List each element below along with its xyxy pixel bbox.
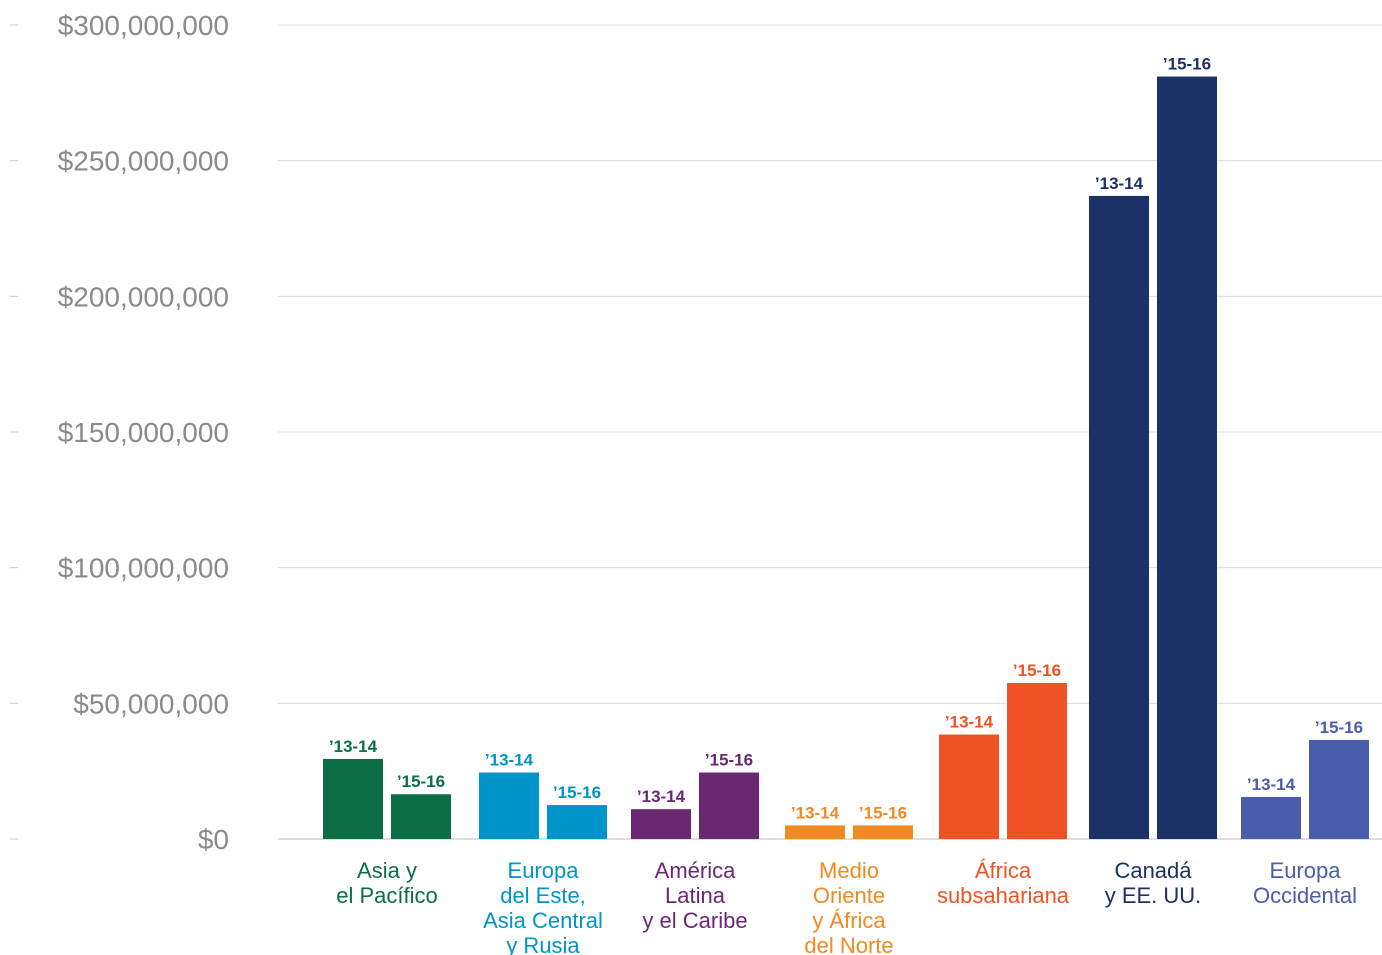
y-tick-label: $200,000,000 <box>58 281 229 312</box>
category-label: Asia y el Pacífico <box>336 858 438 908</box>
bar <box>939 734 999 839</box>
bar-series-label: ’13-14 <box>791 803 840 822</box>
category-label: Europa del Este, Asia Central y Rusia <box>483 858 603 955</box>
y-tick-label: $150,000,000 <box>58 417 229 448</box>
category-label-line: y el Caribe <box>642 908 747 933</box>
bar-series-label: ’13-14 <box>485 751 534 770</box>
bar-series-label: ’13-14 <box>1247 775 1296 794</box>
bar <box>1007 682 1067 839</box>
y-tick-label: $100,000,000 <box>58 553 229 584</box>
bar-series-label: ’15-16 <box>1013 661 1061 680</box>
category-label-line: Medio <box>819 858 879 883</box>
category-label-line: Europa <box>508 858 580 883</box>
bar-series-label: ’13-14 <box>637 787 686 806</box>
bar <box>631 809 691 839</box>
bar <box>479 772 539 839</box>
category-label-line: y EE. UU. <box>1105 883 1202 908</box>
category-label-line: Oriente <box>813 883 885 908</box>
category-label-line: América <box>655 858 736 883</box>
bar-series-label: ’15-16 <box>705 751 753 770</box>
category-label-line: Occidental <box>1253 883 1357 908</box>
bar-series-label: ’15-16 <box>1163 55 1211 74</box>
category-label: Canadá y EE. UU. <box>1105 858 1202 908</box>
category-label-line: África <box>975 858 1032 883</box>
bar <box>547 805 607 839</box>
category-label-line: y Rusia <box>506 933 580 955</box>
bars <box>323 76 1369 839</box>
bar <box>853 825 913 839</box>
category-label: Medio Oriente y África del Norte <box>804 858 893 955</box>
category-label: África subsahariana <box>937 858 1070 908</box>
bar-series-label: ’13-14 <box>329 737 378 756</box>
category-label-line: Asia Central <box>483 908 603 933</box>
category-label-line: Europa <box>1270 858 1342 883</box>
category-label-line: subsahariana <box>937 883 1070 908</box>
bar <box>1309 739 1369 839</box>
category-label-line: Latina <box>665 883 726 908</box>
bar-series-label: ’13-14 <box>945 713 994 732</box>
category-label: Europa Occidental <box>1253 858 1357 908</box>
bar <box>1241 796 1301 839</box>
y-tick-label: $50,000,000 <box>73 688 229 719</box>
y-tick-label: $250,000,000 <box>58 146 229 177</box>
category-label-line: del Este, <box>500 883 586 908</box>
category-label-line: Asia y <box>357 858 417 883</box>
bar <box>699 772 759 839</box>
bar <box>1089 195 1149 839</box>
bar-labels: ’13-14 ’15-16 ’13-14 ’15-16 ’13-14 ’15-16 ’13-… <box>329 55 1363 823</box>
bar <box>1157 76 1217 839</box>
bar-series-label: ’13-14 <box>1095 174 1144 193</box>
bar-series-label: ’15-16 <box>859 803 907 822</box>
bar-series-label: ’15-16 <box>553 783 601 802</box>
category-label-line: el Pacífico <box>336 883 438 908</box>
category-label: América Latina y el Caribe <box>642 858 747 933</box>
bar-series-label: ’15-16 <box>397 772 445 791</box>
bar <box>391 794 451 839</box>
category-label-line: del Norte <box>804 933 893 955</box>
category-label-line: y África <box>812 908 886 933</box>
bar <box>323 758 383 839</box>
y-tick-label: $300,000,000 <box>58 10 229 41</box>
category-label-line: Canadá <box>1114 858 1192 883</box>
y-tick-label: $0 <box>198 824 229 855</box>
y-axis-ticks: $0 $50,000,000 $100,000,000 $150,000,000 $20… <box>58 10 229 855</box>
bar <box>785 825 845 839</box>
bar-series-label: ’15-16 <box>1315 718 1363 737</box>
